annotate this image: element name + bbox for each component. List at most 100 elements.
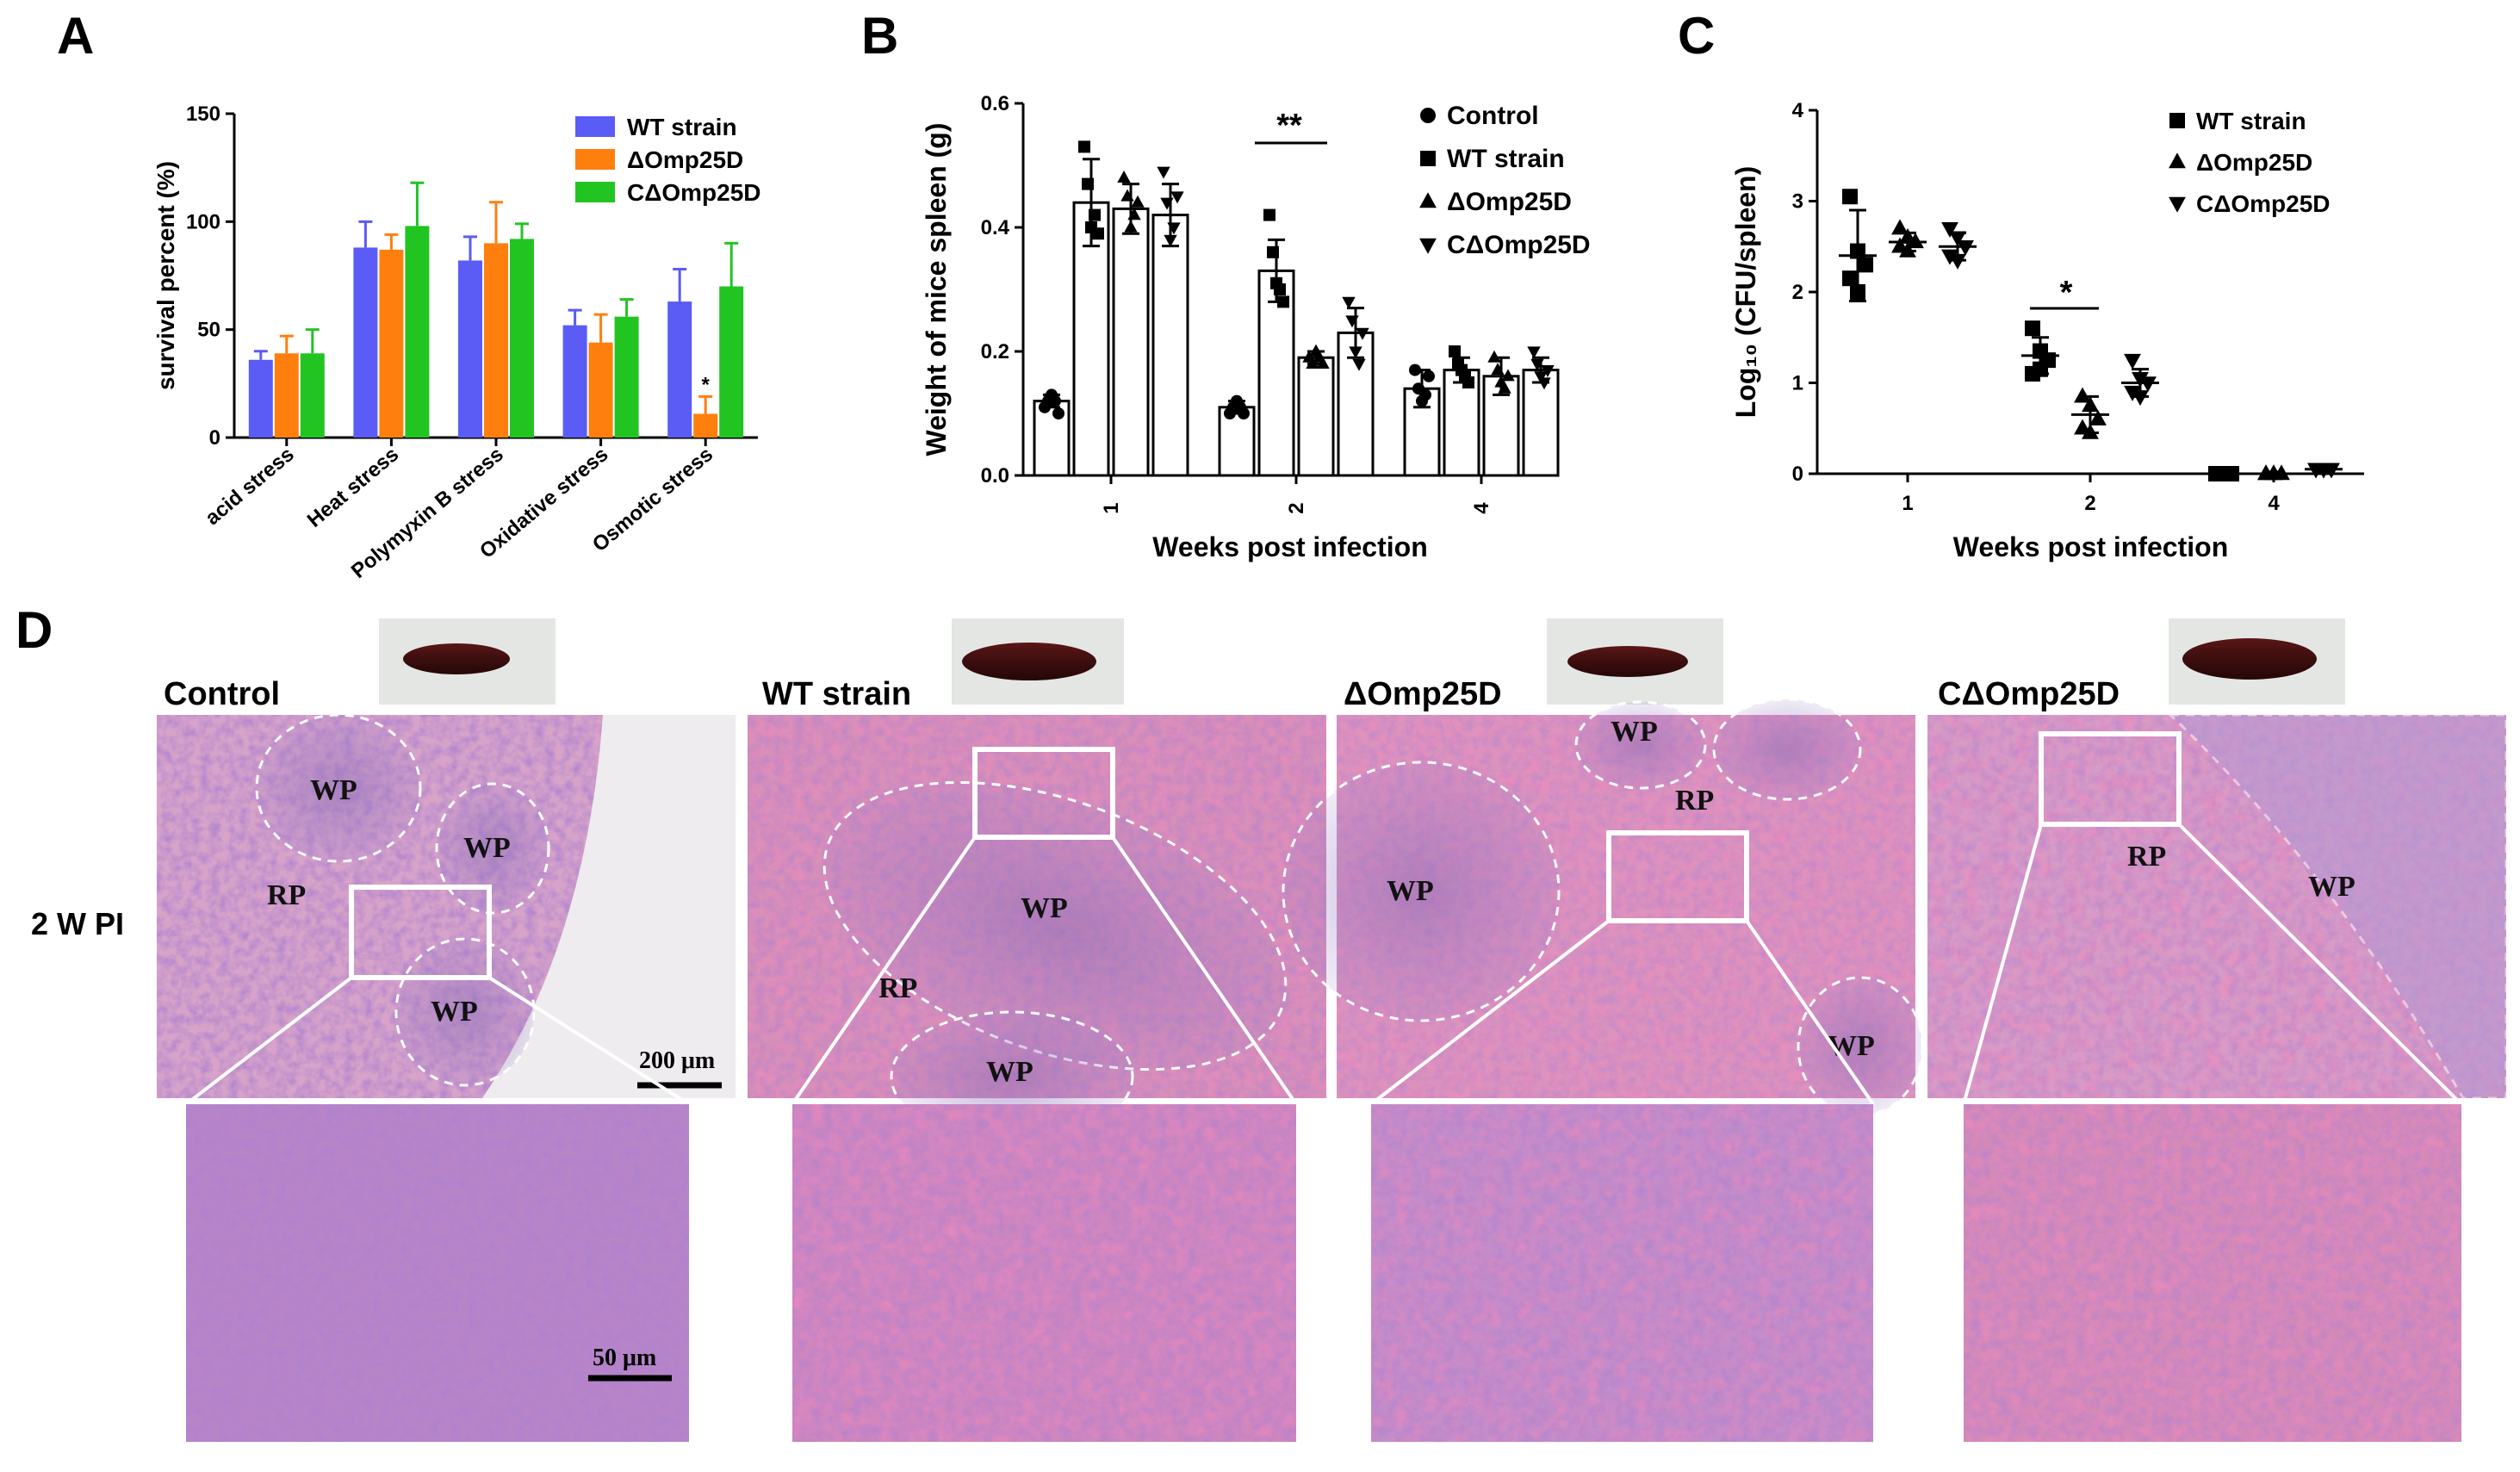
bar: [693, 413, 718, 438]
x-tick-label: 1: [1100, 502, 1123, 513]
histo-panel-wt: WT strain WP RP WP: [748, 618, 1326, 1442]
x-tick-label: 4: [2268, 492, 2280, 515]
bar: [379, 249, 404, 438]
data-point: [1127, 208, 1141, 220]
data-point: [1530, 358, 1544, 371]
data-point: [1238, 407, 1250, 419]
bar: [1072, 201, 1110, 477]
data-point: [1082, 177, 1094, 190]
legend-label: CΔOmp25D: [627, 179, 761, 206]
data-point: [1131, 195, 1145, 208]
panel-label-d: D: [16, 601, 53, 659]
region-label: WP: [463, 832, 511, 864]
data-point: [1462, 376, 1474, 388]
data-point: [2124, 353, 2141, 370]
x-tick-label: 1: [1902, 492, 1913, 515]
y-tick-label: 100: [186, 210, 220, 233]
histo-panel-control: Control WP WP RP WP 200 μm 50 μm: [157, 618, 736, 1442]
zoom-texture: [792, 1104, 1296, 1442]
data-point: [1449, 345, 1461, 357]
white-pulp-region: [1574, 700, 1707, 790]
data-point: [2132, 390, 2149, 407]
zoom-box: [1606, 830, 1749, 923]
legend-label: Control: [1447, 102, 1539, 130]
significance-mark: **: [1276, 108, 1302, 144]
x-axis-label: Weeks post infection: [1152, 531, 1427, 562]
histo-title: ΔOmp25D: [1344, 676, 1502, 712]
region-label: RP: [2127, 841, 2166, 873]
legend-marker: [2169, 113, 2185, 128]
y-axis-label: survival percent (%): [152, 161, 179, 390]
legend-label: CΔOmp25D: [1447, 231, 1591, 259]
legend-label: WT strain: [627, 114, 737, 140]
data-point: [1157, 166, 1170, 179]
zoom-line: [2177, 823, 2463, 1106]
y-tick-label: 0.4: [981, 216, 1010, 239]
histo-panel-delta: ΔOmp25D WP WP RP WP: [1282, 618, 1924, 1442]
bar: [614, 316, 639, 438]
bar: [300, 353, 325, 438]
legend-swatch: [575, 116, 615, 137]
histo-title: Control: [164, 676, 280, 712]
bar: [484, 243, 508, 438]
bar: [1112, 207, 1150, 477]
bar: [719, 286, 744, 438]
y-axis-label: Log₁₀ (CFU/spleen): [1730, 166, 1761, 419]
zoom-box: [2039, 731, 2182, 827]
data-point: [1092, 227, 1104, 240]
y-tick-label: 2: [1792, 281, 1803, 304]
data-point: [1124, 220, 1138, 233]
data-point: [1342, 296, 1356, 309]
data-point: [1120, 189, 1134, 202]
data-point: [1842, 189, 1858, 205]
region-label: RP: [267, 879, 306, 911]
x-tick-label: 2: [1285, 502, 1308, 513]
data-point: [1345, 315, 1359, 328]
data-point: [2124, 385, 2141, 401]
bar: [405, 226, 430, 438]
white-pulp-region: [1712, 698, 1862, 801]
bar: [353, 247, 378, 438]
region-label: WP: [1828, 1030, 1875, 1062]
spleen-organ: [403, 643, 510, 674]
legend-label: ΔOmp25D: [2196, 149, 2312, 176]
x-axis-label: Weeks post infection: [1953, 531, 2228, 562]
data-point: [1949, 253, 1966, 270]
bar: [458, 260, 482, 438]
significance-mark: *: [702, 373, 711, 396]
histo-title: WT strain: [762, 676, 911, 712]
data-point: [1316, 357, 1330, 369]
white-pulp-region: [1282, 761, 1561, 1022]
zoom-line: [791, 835, 977, 1106]
significance-mark: *: [2060, 275, 2073, 311]
histo-panel-complement: CΔOmp25D RP WP: [1927, 618, 2508, 1442]
zoom-texture: [1371, 1104, 1873, 1442]
legend-swatch: [575, 149, 615, 170]
data-point: [1089, 208, 1101, 221]
region-label: WP: [1611, 716, 1658, 748]
row-label: 2 W PI: [31, 906, 124, 941]
data-point: [1274, 283, 1286, 295]
data-point: [1078, 140, 1090, 153]
legend-marker: [1420, 151, 1436, 166]
legend-label: WT strain: [1447, 145, 1565, 173]
legend-label: CΔOmp25D: [2196, 190, 2331, 217]
zoom-line: [1111, 835, 1298, 1106]
data-point: [1487, 350, 1501, 363]
data-point: [1352, 358, 1366, 371]
zoom-line: [1745, 919, 1875, 1106]
panel-label-c: C: [1678, 7, 1715, 65]
data-point: [1117, 171, 1131, 183]
region-label: WP: [986, 1056, 1033, 1088]
legend-marker: [2169, 152, 2186, 169]
x-tick-label: Heat stress: [303, 443, 403, 532]
y-tick-label: 4: [1792, 99, 1804, 122]
legend-label: ΔOmp25D: [627, 146, 743, 173]
data-point: [2025, 320, 2040, 337]
chart-b: 0.0 0.2 0.4 0.6 1 2 4 ** Weeks post infection Wei…: [921, 92, 1591, 562]
chart-c: 0 1 2 3 4 1 2 4 * Weeks post infection Log₁₀ (CFU/…: [1730, 99, 2364, 562]
data-point: [1491, 363, 1505, 376]
bar: [248, 359, 273, 438]
